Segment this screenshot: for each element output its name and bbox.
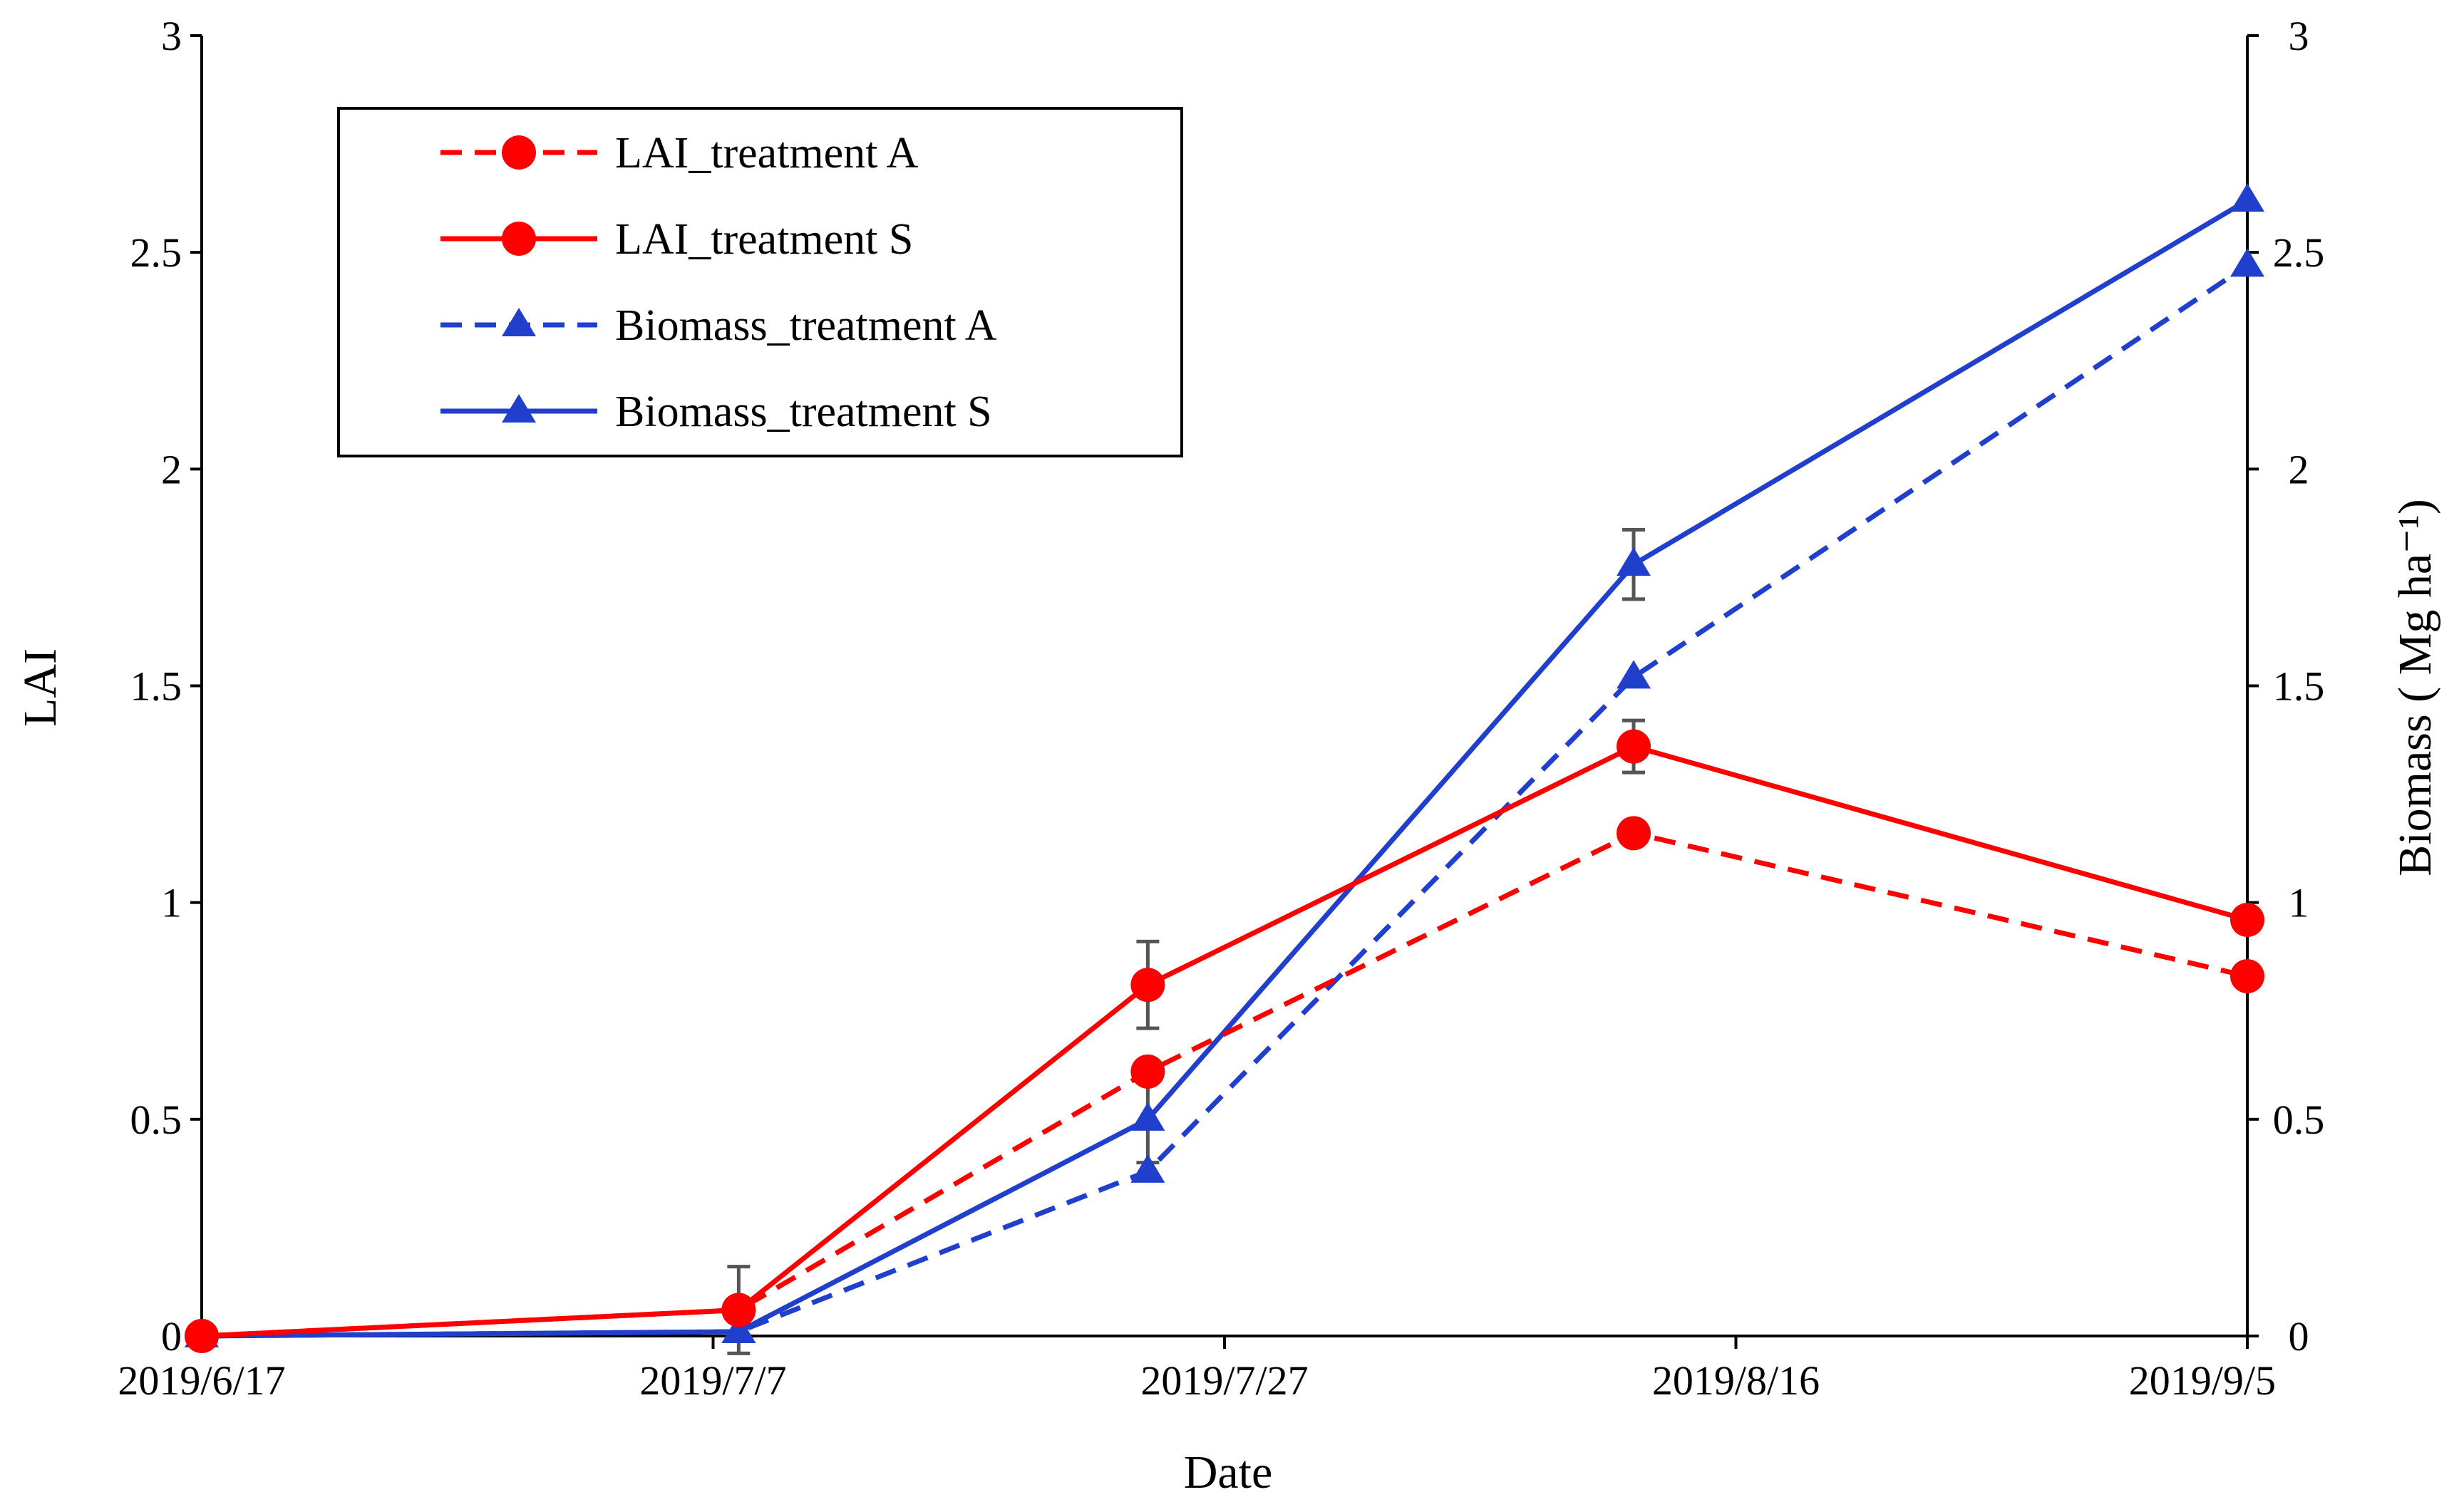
y-right-tick-label: 3 [2289,13,2309,59]
series-line-lai-treatment-s [201,744,2248,1339]
x-tick-label: 2019/7/27 [1140,1357,1308,1404]
data-point [721,1314,756,1343]
x-tick-label: 2019/8/16 [1652,1357,1820,1404]
data-point [2230,903,2264,937]
y-left-tick-label: 3 [161,13,182,59]
legend-marker [502,135,536,170]
data-point [185,1319,219,1353]
data-point [1617,816,1651,851]
y-left-tick-label: 0.5 [130,1097,182,1143]
data-point [1130,1102,1165,1131]
x-tick-label: 2019/9/5 [2129,1357,2276,1404]
legend-label: Biomass_treatment A [615,301,997,350]
y-right-axis-title: Biomass ( Mg ha⁻¹) [2389,499,2441,876]
y-right-tick-label: 2 [2289,446,2309,492]
data-point [1130,1054,1165,1089]
legend: LAI_treatment A LAI_treatment S Biomass_tr… [337,107,1183,457]
data-point [721,1293,756,1327]
data-point [1617,729,1651,764]
x-tick-label: 2019/6/17 [118,1357,285,1404]
y-right-tick-label: 1.5 [2273,663,2325,710]
y-left-tick-label: 2 [161,446,182,492]
legend-marker [502,222,536,256]
x-tick-label: 2019/7/7 [639,1357,786,1404]
y-left-tick-label: 1.5 [130,663,182,710]
data-point [1130,1154,1165,1183]
y-left-tick-label: 0 [161,1313,182,1360]
legend-marker [502,308,536,336]
legend-marker [502,394,536,423]
data-point [2230,183,2264,212]
legend-box [337,107,1183,457]
data-point [2230,959,2264,994]
y-left-tick-label: 2.5 [130,229,182,276]
legend-label: LAI_treatment S [615,215,913,264]
data-point [1617,547,1651,576]
series-layer [185,183,2264,1355]
legend-label: Biomass_treatment S [615,388,992,436]
y-right-tick-label: 1 [2289,880,2309,926]
y-right-tick-label: 0 [2289,1313,2309,1360]
data-point [1617,660,1651,689]
y-right-tick-label: 2.5 [2273,229,2325,276]
series-line-lai-treatment-a [201,830,2248,1339]
x-axis-title: Date [1184,1446,1273,1498]
y-right-tick-label: 0.5 [2273,1097,2325,1143]
y-left-tick-label: 1 [161,880,182,926]
legend-label: LAI_treatment A [615,129,918,177]
data-point [1130,968,1165,1003]
y-left-axis-title: LAI [14,648,66,727]
data-point [2230,248,2264,277]
axes-layer: 0 0.5 1 1.5 2 2.5 3 0 0.5 1 1.5 2 2.5 3 2019/6/17 2019/… [118,13,2324,1404]
